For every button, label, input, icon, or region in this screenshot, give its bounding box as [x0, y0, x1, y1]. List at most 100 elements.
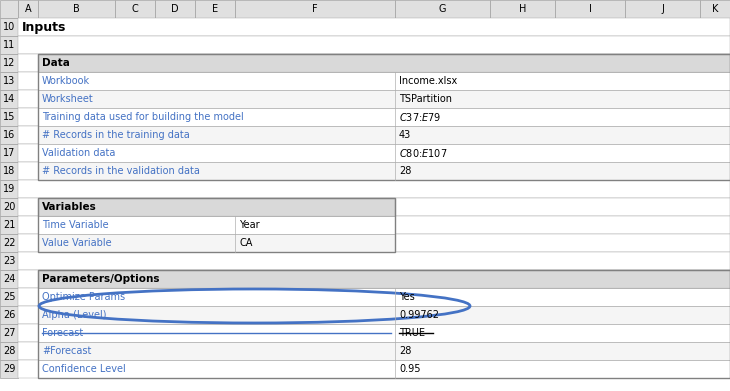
Bar [395, 0, 490, 18]
Bar [38, 288, 730, 306]
Text: 22: 22 [3, 238, 15, 248]
Text: B: B [73, 4, 80, 14]
Bar [0, 162, 18, 180]
Text: TSPartition: TSPartition [399, 94, 452, 104]
Text: 0.95: 0.95 [399, 364, 420, 374]
Bar [18, 126, 730, 144]
Text: 12: 12 [3, 58, 15, 68]
Bar [38, 306, 730, 324]
Bar [18, 306, 730, 324]
Bar [0, 198, 18, 216]
Text: D: D [172, 4, 179, 14]
Bar [38, 360, 730, 378]
Text: C: C [131, 4, 139, 14]
Text: A: A [25, 4, 31, 14]
Bar [0, 234, 18, 252]
Bar [0, 342, 18, 360]
Text: Parameters/Options: Parameters/Options [42, 274, 159, 284]
Bar [0, 180, 18, 198]
Text: Validation data: Validation data [42, 148, 115, 158]
Text: Training data used for building the model: Training data used for building the mode… [42, 112, 244, 122]
Text: Time Variable: Time Variable [42, 220, 109, 230]
Text: # Records in the training data: # Records in the training data [42, 130, 190, 140]
Bar [0, 324, 18, 342]
Bar [18, 180, 730, 198]
Bar [18, 72, 730, 90]
Text: H: H [519, 4, 526, 14]
Text: # Records in the validation data: # Records in the validation data [42, 166, 200, 176]
Bar [38, 270, 730, 378]
Bar [18, 360, 730, 378]
Text: 16: 16 [3, 130, 15, 140]
Bar [625, 0, 700, 18]
Text: Variables: Variables [42, 202, 97, 212]
Bar [0, 288, 18, 306]
Bar [115, 0, 155, 18]
Bar [18, 216, 730, 234]
Bar [18, 108, 730, 126]
Text: 24: 24 [3, 274, 15, 284]
Text: Confidence Level: Confidence Level [42, 364, 126, 374]
Bar [0, 270, 18, 288]
Text: E: E [212, 4, 218, 14]
Bar [0, 216, 18, 234]
Bar [0, 252, 18, 270]
Bar [0, 108, 18, 126]
Bar [38, 126, 730, 144]
Bar [38, 90, 730, 108]
Bar [38, 72, 730, 90]
Bar [0, 360, 18, 378]
Text: Year: Year [239, 220, 260, 230]
Bar [18, 36, 730, 54]
Bar [18, 144, 730, 162]
Bar [0, 36, 18, 54]
Bar [555, 0, 625, 18]
Text: K: K [712, 4, 718, 14]
Text: 10: 10 [3, 22, 15, 32]
Text: #Forecast: #Forecast [42, 346, 91, 356]
Bar [38, 198, 395, 252]
Text: 15: 15 [3, 112, 15, 122]
Bar [38, 144, 730, 162]
Text: Forecast: Forecast [42, 328, 83, 338]
Bar [38, 54, 730, 180]
Bar [0, 90, 18, 108]
Text: $C$80:$E$107: $C$80:$E$107 [399, 147, 447, 159]
Bar [18, 18, 730, 36]
Text: 17: 17 [3, 148, 15, 158]
Bar [18, 234, 730, 252]
Bar [0, 18, 18, 36]
Bar [0, 0, 18, 18]
Text: Value Variable: Value Variable [42, 238, 112, 248]
Bar [38, 108, 730, 126]
Text: 0.99762: 0.99762 [399, 310, 439, 320]
Text: 20: 20 [3, 202, 15, 212]
Bar [18, 0, 38, 18]
Bar [18, 270, 730, 288]
Text: 11: 11 [3, 40, 15, 50]
Text: CA: CA [239, 238, 253, 248]
Text: 27: 27 [3, 328, 15, 338]
Text: Optimize Params: Optimize Params [42, 292, 125, 302]
Text: 28: 28 [3, 346, 15, 356]
Bar [18, 90, 730, 108]
Bar [18, 342, 730, 360]
Text: 25: 25 [3, 292, 15, 302]
Text: 29: 29 [3, 364, 15, 374]
Bar [235, 0, 395, 18]
Bar [18, 198, 730, 216]
Bar [38, 234, 395, 252]
Bar [18, 162, 730, 180]
Text: $C$37:$E$79: $C$37:$E$79 [399, 111, 442, 123]
Bar [0, 306, 18, 324]
Bar [700, 0, 730, 18]
Text: 18: 18 [3, 166, 15, 176]
Bar [195, 0, 235, 18]
Bar [490, 0, 555, 18]
Text: 13: 13 [3, 76, 15, 86]
Bar [0, 126, 18, 144]
Bar [18, 324, 730, 342]
Text: 26: 26 [3, 310, 15, 320]
Text: F: F [312, 4, 318, 14]
Text: 14: 14 [3, 94, 15, 104]
